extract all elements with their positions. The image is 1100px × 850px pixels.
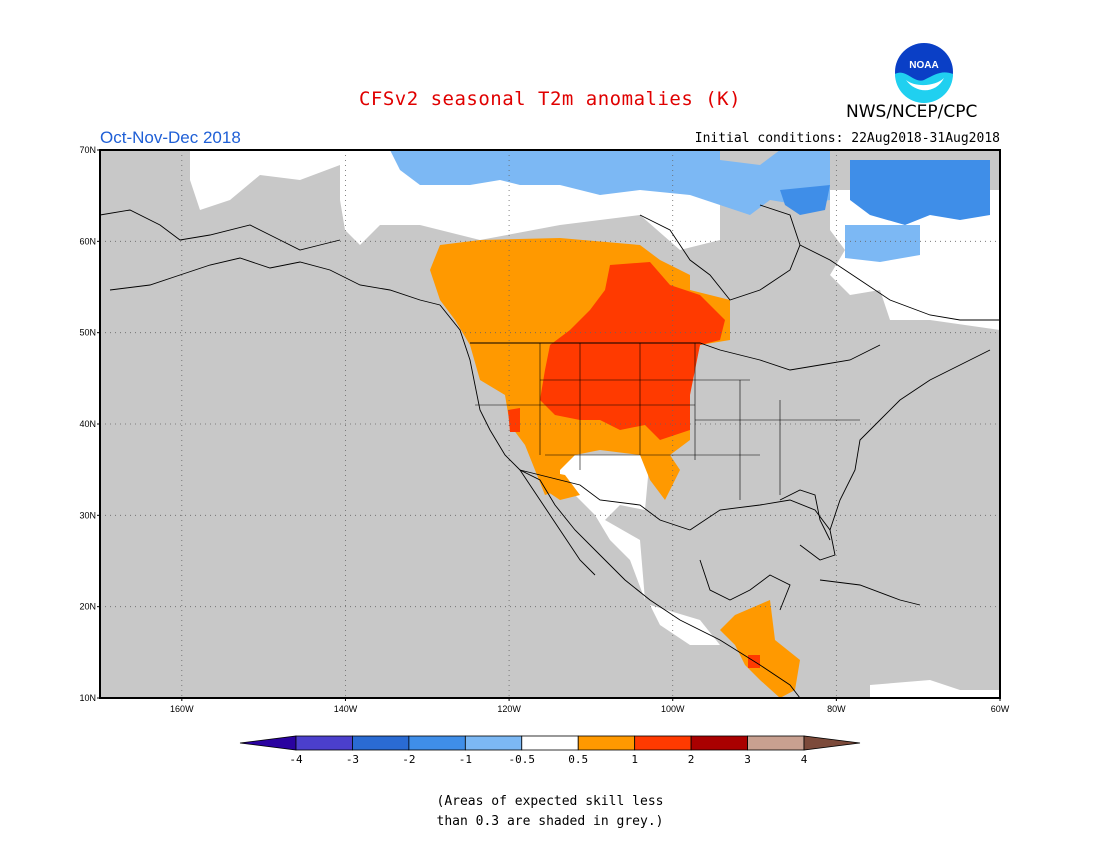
- yucatan-coast: [699, 559, 791, 611]
- colorbar-tick-label: 0.5: [568, 753, 588, 766]
- colorbar-tick-label: -3: [346, 753, 359, 766]
- colorbar-low-arrow: [239, 735, 297, 751]
- footnote-line-2: than 0.3 are shaded in grey.): [436, 814, 664, 829]
- lat-label: 30N: [79, 510, 96, 520]
- lat-label: 70N: [79, 145, 96, 155]
- longitude-labels: 160W 140W 120W 100W 80W 60W: [170, 698, 1010, 714]
- lat-label: 40N: [79, 419, 96, 429]
- warm-central-america-region: [720, 600, 800, 698]
- agency-label: NWS/NCEP/CPC: [846, 102, 978, 122]
- footnote-line-1: (Areas of expected skill less: [436, 794, 664, 809]
- us-canada-border: [470, 342, 881, 371]
- alaska-coast: [99, 209, 341, 251]
- baja-coast: [519, 469, 596, 576]
- colorbar-ticks: -4 -3 -2 -1 -0.5 0.5 1 2 3 4: [289, 753, 807, 766]
- anomaly-layer: [190, 150, 1000, 698]
- colorbar-box: [521, 735, 579, 751]
- colorbar-box: [577, 735, 636, 751]
- lon-label: 140W: [334, 704, 358, 714]
- colorbar-tick-label: 3: [744, 753, 751, 766]
- cold-hudson-strait-region: [780, 185, 830, 215]
- colorbar-tick-label: -4: [289, 753, 303, 766]
- colorbar-box: [747, 735, 805, 751]
- colorbar-tick-label: -1: [459, 753, 472, 766]
- cuba-coast: [819, 579, 921, 606]
- colorbar-box: [690, 735, 748, 751]
- cold-baffin-region: [850, 160, 990, 225]
- lon-label: 80W: [827, 704, 846, 714]
- cold-arctic-canada-region: [390, 150, 830, 215]
- aleutian-coast: [109, 257, 441, 306]
- forecast-period: Oct-Nov-Dec 2018: [100, 128, 241, 147]
- noaa-logo-icon: NOAA: [893, 41, 955, 103]
- warm-northern-plains-region: [540, 262, 725, 440]
- us-mexico-border: [519, 469, 691, 531]
- colorbar-tick-label: -0.5: [509, 753, 536, 766]
- hudson-bay-coast: [639, 204, 801, 301]
- colorbar-high-arrow: [803, 735, 861, 751]
- gulf-coast: [689, 499, 836, 561]
- lat-label: 60N: [79, 236, 96, 246]
- colorbar-box: [464, 735, 523, 751]
- pacific-coast: [439, 304, 801, 699]
- colorbar-box: [634, 735, 692, 751]
- colorbar-box: [352, 735, 410, 751]
- lon-label: 160W: [170, 704, 194, 714]
- lat-label: 50N: [79, 328, 96, 338]
- lon-label: 100W: [661, 704, 685, 714]
- lat-label: 10N: [79, 693, 96, 703]
- colorbar-box: [408, 735, 466, 751]
- florida-coast: [779, 489, 831, 541]
- colorbar-tick-label: 1: [631, 753, 638, 766]
- atlantic-coast: [829, 349, 991, 531]
- colorbar-tick-label: -2: [402, 753, 415, 766]
- near-normal-southwest-us: [555, 455, 650, 600]
- labrador-coast: [799, 244, 1000, 321]
- lat-label: 20N: [79, 602, 96, 612]
- initial-conditions: Initial conditions: 22Aug2018-31Aug2018: [694, 131, 1000, 146]
- cold-labrador-region: [845, 225, 920, 262]
- warm-california-spot: [508, 408, 520, 432]
- skill-footnote: (Areas of expected skill less than 0.3 a…: [0, 792, 1100, 832]
- state-border-layer: [475, 343, 860, 500]
- colorbar-tick-label: 2: [688, 753, 695, 766]
- colorbar-tick-label: 4: [801, 753, 808, 766]
- latitude-labels: 70N 60N 50N 40N 30N 20N 10N: [79, 145, 100, 703]
- coastline-layer: [99, 204, 1000, 699]
- near-normal-mexico-coast: [650, 605, 720, 645]
- lon-label: 60W: [991, 704, 1010, 714]
- near-normal-arctic-region: [190, 150, 340, 210]
- colorbar-box: [295, 735, 353, 751]
- map-title: CFSv2 seasonal T2m anomalies (K): [358, 88, 742, 110]
- noaa-logo-text: NOAA: [909, 60, 938, 71]
- near-normal-caribbean: [870, 680, 1000, 698]
- colorbar: [239, 735, 861, 751]
- lon-label: 120W: [497, 704, 521, 714]
